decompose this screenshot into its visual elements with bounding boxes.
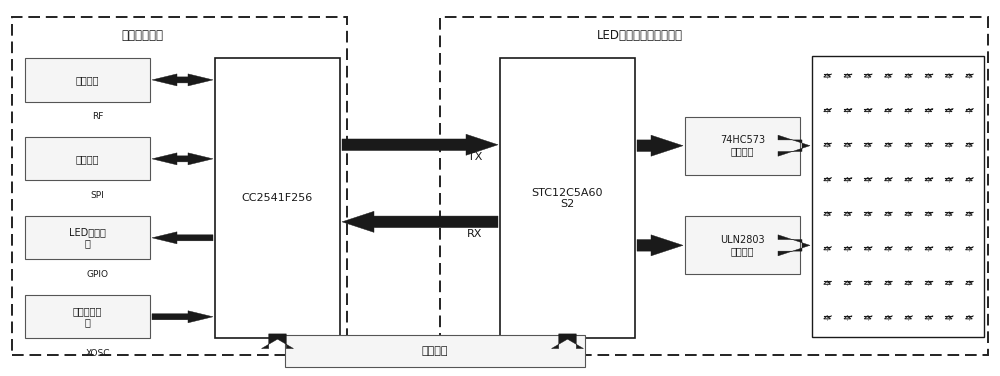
Text: XOSC: XOSC (85, 349, 110, 358)
Polygon shape (778, 135, 810, 156)
Polygon shape (152, 153, 213, 165)
Text: LED指示电
路: LED指示电 路 (69, 227, 106, 249)
Text: STC12C5A60
S2: STC12C5A60 S2 (532, 188, 603, 209)
Text: 天线电路: 天线电路 (76, 75, 99, 85)
Polygon shape (637, 235, 683, 256)
Bar (500, 58, 635, 338)
Bar (440, 17, 988, 355)
Bar (812, 56, 984, 337)
Bar (25, 216, 150, 259)
Bar (215, 58, 340, 338)
Bar (25, 58, 150, 102)
Bar (12, 17, 347, 355)
Text: RX: RX (467, 229, 483, 239)
Polygon shape (152, 74, 213, 86)
Text: SPI: SPI (91, 191, 104, 200)
Text: TX: TX (468, 152, 482, 162)
Text: GPIO: GPIO (86, 270, 108, 279)
Polygon shape (152, 232, 213, 244)
Polygon shape (637, 135, 683, 156)
Text: 74HC573
锁存电路: 74HC573 锁存电路 (720, 135, 765, 156)
Text: 蓝牙通信电路: 蓝牙通信电路 (121, 29, 163, 42)
Bar (25, 295, 150, 338)
Text: CC2541F256: CC2541F256 (242, 193, 313, 203)
Text: 电源电路: 电源电路 (422, 346, 448, 356)
Bar (25, 137, 150, 180)
Bar (685, 216, 800, 274)
Text: 外部晶振电
路: 外部晶振电 路 (73, 306, 102, 327)
Text: RF: RF (92, 112, 103, 121)
Text: LED三维显示屏控制电路: LED三维显示屏控制电路 (597, 29, 683, 42)
Polygon shape (778, 235, 810, 256)
Text: ULN2803
驱动电路: ULN2803 驱动电路 (720, 235, 765, 256)
Polygon shape (552, 334, 584, 349)
Bar (285, 335, 585, 367)
Polygon shape (342, 134, 498, 155)
Bar (685, 117, 800, 175)
Polygon shape (152, 311, 213, 323)
Text: 调试接口: 调试接口 (76, 154, 99, 164)
Polygon shape (261, 334, 294, 349)
Polygon shape (342, 211, 498, 232)
